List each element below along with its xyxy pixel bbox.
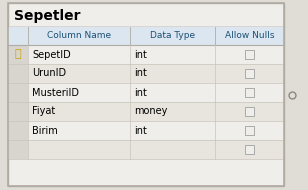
Bar <box>245 107 254 116</box>
Bar <box>8 121 284 140</box>
Bar <box>8 27 284 186</box>
Text: int: int <box>134 88 147 97</box>
Bar <box>8 83 28 102</box>
Bar <box>8 64 28 83</box>
Text: Data Type: Data Type <box>150 32 195 40</box>
Bar <box>245 69 254 78</box>
Text: int: int <box>134 126 147 135</box>
Text: Birim: Birim <box>32 126 58 135</box>
Bar <box>8 27 284 45</box>
Bar <box>245 88 254 97</box>
Text: Allow Nulls: Allow Nulls <box>225 32 274 40</box>
Bar <box>8 45 28 64</box>
Bar <box>8 140 284 159</box>
Bar <box>8 3 284 27</box>
Bar <box>245 126 254 135</box>
Text: int: int <box>134 69 147 78</box>
Text: money: money <box>134 107 167 116</box>
Text: Fiyat: Fiyat <box>32 107 55 116</box>
Bar <box>8 64 284 83</box>
Bar <box>8 45 284 64</box>
Bar <box>8 121 28 140</box>
Text: Sepetler: Sepetler <box>14 9 80 23</box>
Bar <box>245 145 254 154</box>
Text: SepetID: SepetID <box>32 50 71 59</box>
Bar <box>8 83 284 102</box>
Text: 🗝: 🗝 <box>15 50 21 59</box>
Bar <box>245 50 254 59</box>
Text: int: int <box>134 50 147 59</box>
Text: UrunID: UrunID <box>32 69 66 78</box>
Text: MusteriID: MusteriID <box>32 88 79 97</box>
Bar <box>8 140 28 159</box>
Text: Column Name: Column Name <box>47 32 111 40</box>
Bar <box>8 102 284 121</box>
Bar <box>8 102 28 121</box>
Bar <box>8 3 284 186</box>
